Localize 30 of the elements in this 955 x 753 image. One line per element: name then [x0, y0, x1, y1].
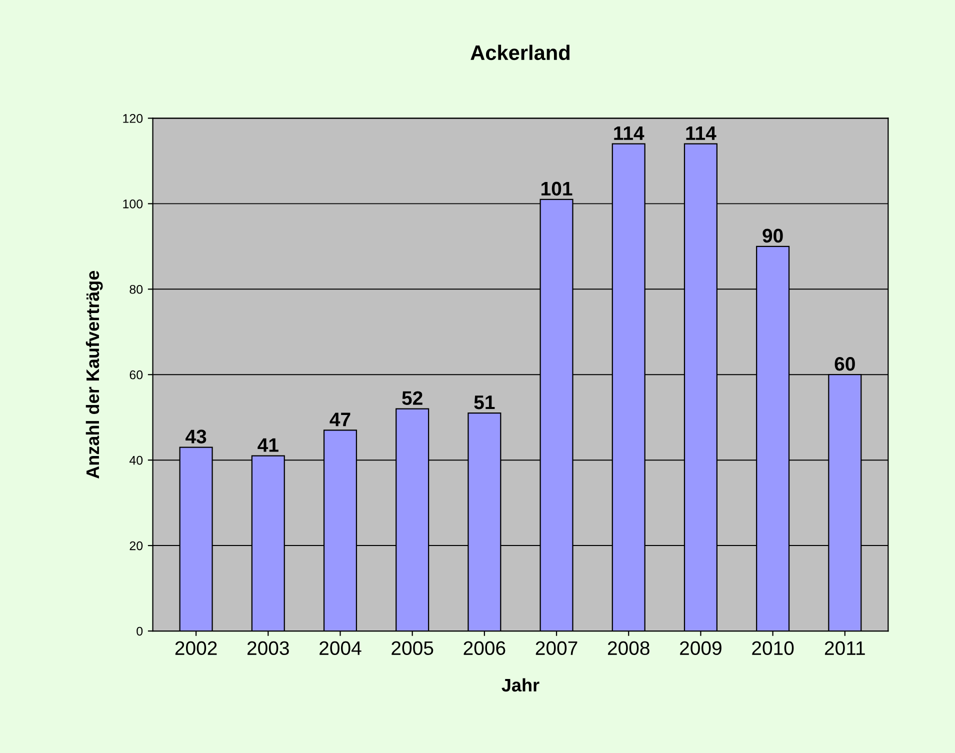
x-tick-label: 2003	[248, 641, 289, 656]
data-label: 114	[614, 126, 644, 140]
data-label: 101	[542, 182, 572, 196]
y-tick-label: 0	[136, 626, 143, 636]
x-tick-label: 2002	[175, 641, 217, 656]
data-label: 43	[186, 430, 206, 444]
data-label: 114	[686, 126, 716, 140]
x-tick-label: 2010	[752, 641, 794, 656]
y-tick-label: 80	[130, 284, 143, 294]
y-tick-label: 60	[130, 370, 143, 380]
y-tick-label: 100	[123, 199, 143, 208]
data-label: 60	[834, 357, 855, 371]
y-tick-label: 120	[123, 114, 143, 123]
data-label: 90	[762, 228, 783, 243]
y-tick-label: 40	[129, 456, 143, 465]
data-label: 47	[330, 412, 350, 426]
x-tick-label: 2008	[608, 641, 650, 656]
data-label: 51	[474, 396, 495, 410]
y-tick-label: 20	[130, 541, 143, 550]
x-tick-label: 2005	[392, 641, 434, 656]
data-label: 52	[402, 391, 422, 405]
x-tick-label: 2011	[824, 641, 865, 656]
x-axis-title: Jahr	[502, 678, 540, 692]
x-tick-label: 2007	[536, 641, 578, 656]
x-tick-label: 2004	[320, 641, 362, 656]
y-axis-title: Anzahl der Kaufverträge	[86, 270, 103, 479]
x-tick-label: 2009	[680, 641, 722, 656]
x-tick-label: 2006	[464, 641, 506, 656]
data-label: 41	[258, 438, 278, 452]
chart-title: Ackerland	[470, 44, 570, 60]
